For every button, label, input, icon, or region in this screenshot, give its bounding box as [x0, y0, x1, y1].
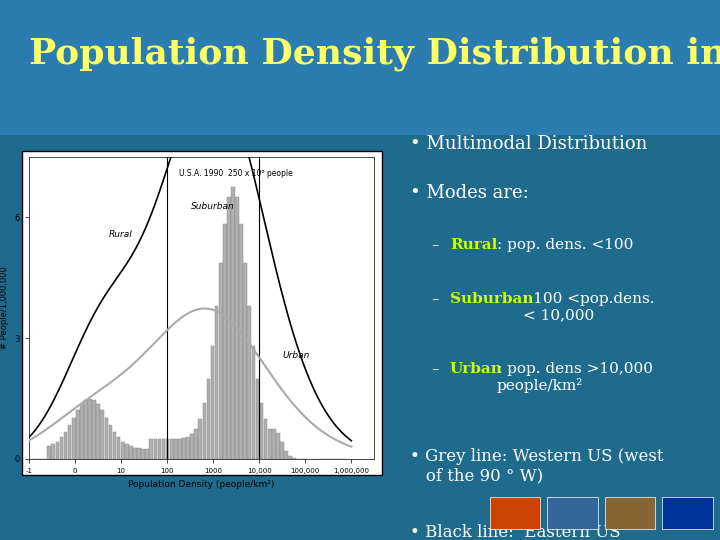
Bar [125, 444, 129, 459]
Bar [199, 420, 202, 459]
Bar [121, 442, 125, 459]
Bar [264, 420, 267, 459]
Bar [145, 449, 149, 459]
Bar [162, 439, 166, 459]
Bar [251, 346, 255, 459]
Text: • Grey line: Western US (west
   of the 90 ° W): • Grey line: Western US (west of the 90 … [410, 448, 664, 485]
Bar [96, 404, 100, 459]
Bar [243, 263, 247, 459]
Y-axis label: # People/1,000,000: # People/1,000,000 [0, 266, 9, 349]
Bar [84, 400, 88, 459]
Bar [0, 0, 720, 135]
Bar [109, 425, 112, 459]
Bar [68, 425, 71, 459]
Bar [190, 434, 194, 459]
Bar [101, 410, 104, 459]
X-axis label: Population Density (people/km²): Population Density (people/km²) [128, 480, 275, 489]
Bar [117, 437, 120, 459]
Bar [63, 432, 68, 459]
Bar [276, 433, 279, 459]
Bar [490, 497, 540, 529]
Text: Population Density Distribution in the U. S.: Population Density Distribution in the U… [29, 37, 720, 71]
Bar [231, 187, 235, 459]
Bar [133, 448, 137, 459]
Bar [76, 410, 80, 459]
Bar [248, 306, 251, 459]
Bar [223, 224, 227, 459]
Bar [662, 497, 713, 529]
Bar [219, 263, 222, 459]
Text: Rural: Rural [109, 230, 132, 239]
Text: : pop. dens. <100: : pop. dens. <100 [497, 238, 633, 252]
Bar [284, 451, 288, 459]
Text: • Black line:  Eastern US: • Black line: Eastern US [410, 524, 621, 540]
Bar [272, 429, 276, 459]
Bar [104, 418, 108, 459]
Bar [202, 403, 206, 459]
Bar [227, 197, 230, 459]
Bar [182, 438, 186, 459]
Bar [170, 439, 174, 459]
Bar [215, 306, 218, 459]
Bar [288, 456, 292, 459]
Bar [89, 399, 92, 459]
FancyBboxPatch shape [22, 151, 382, 475]
Bar [256, 379, 259, 459]
Bar [80, 404, 84, 459]
Bar [186, 437, 190, 459]
Bar [166, 439, 169, 459]
Bar [60, 437, 63, 459]
Bar [129, 447, 132, 459]
Bar [211, 346, 215, 459]
Bar [239, 224, 243, 459]
Text: : pop. dens >10,000
people/km²: : pop. dens >10,000 people/km² [497, 362, 653, 393]
Bar [51, 444, 55, 459]
Bar [138, 448, 141, 459]
Bar [178, 438, 181, 459]
Bar [55, 442, 59, 459]
Bar [268, 429, 271, 459]
Text: • Multimodal Distribution: • Multimodal Distribution [410, 135, 648, 153]
Bar [194, 429, 198, 459]
Text: U.S.A. 1990  250 x 10⁶ people: U.S.A. 1990 250 x 10⁶ people [179, 168, 293, 178]
Text: Urban: Urban [450, 362, 503, 376]
Text: –: – [432, 238, 444, 252]
Bar [547, 497, 598, 529]
Bar [150, 439, 153, 459]
Text: : 100 <pop.dens.
< 10,000: : 100 <pop.dens. < 10,000 [523, 292, 654, 322]
Bar [48, 447, 51, 459]
Text: Urban: Urban [282, 351, 310, 360]
Text: Suburban: Suburban [192, 202, 235, 211]
Bar [280, 442, 284, 459]
Bar [174, 438, 178, 459]
Bar [605, 497, 655, 529]
Bar [158, 439, 161, 459]
Text: –: – [432, 292, 444, 306]
Bar [72, 418, 76, 459]
Bar [260, 403, 264, 459]
Bar [207, 379, 210, 459]
Bar [292, 458, 296, 459]
Text: • Modes are:: • Modes are: [410, 184, 529, 201]
Bar [92, 400, 96, 459]
Bar [113, 432, 117, 459]
Text: Rural: Rural [450, 238, 498, 252]
Bar [141, 449, 145, 459]
Text: –: – [432, 362, 444, 376]
Bar [153, 439, 157, 459]
Bar [235, 197, 239, 459]
Text: Suburban: Suburban [450, 292, 534, 306]
